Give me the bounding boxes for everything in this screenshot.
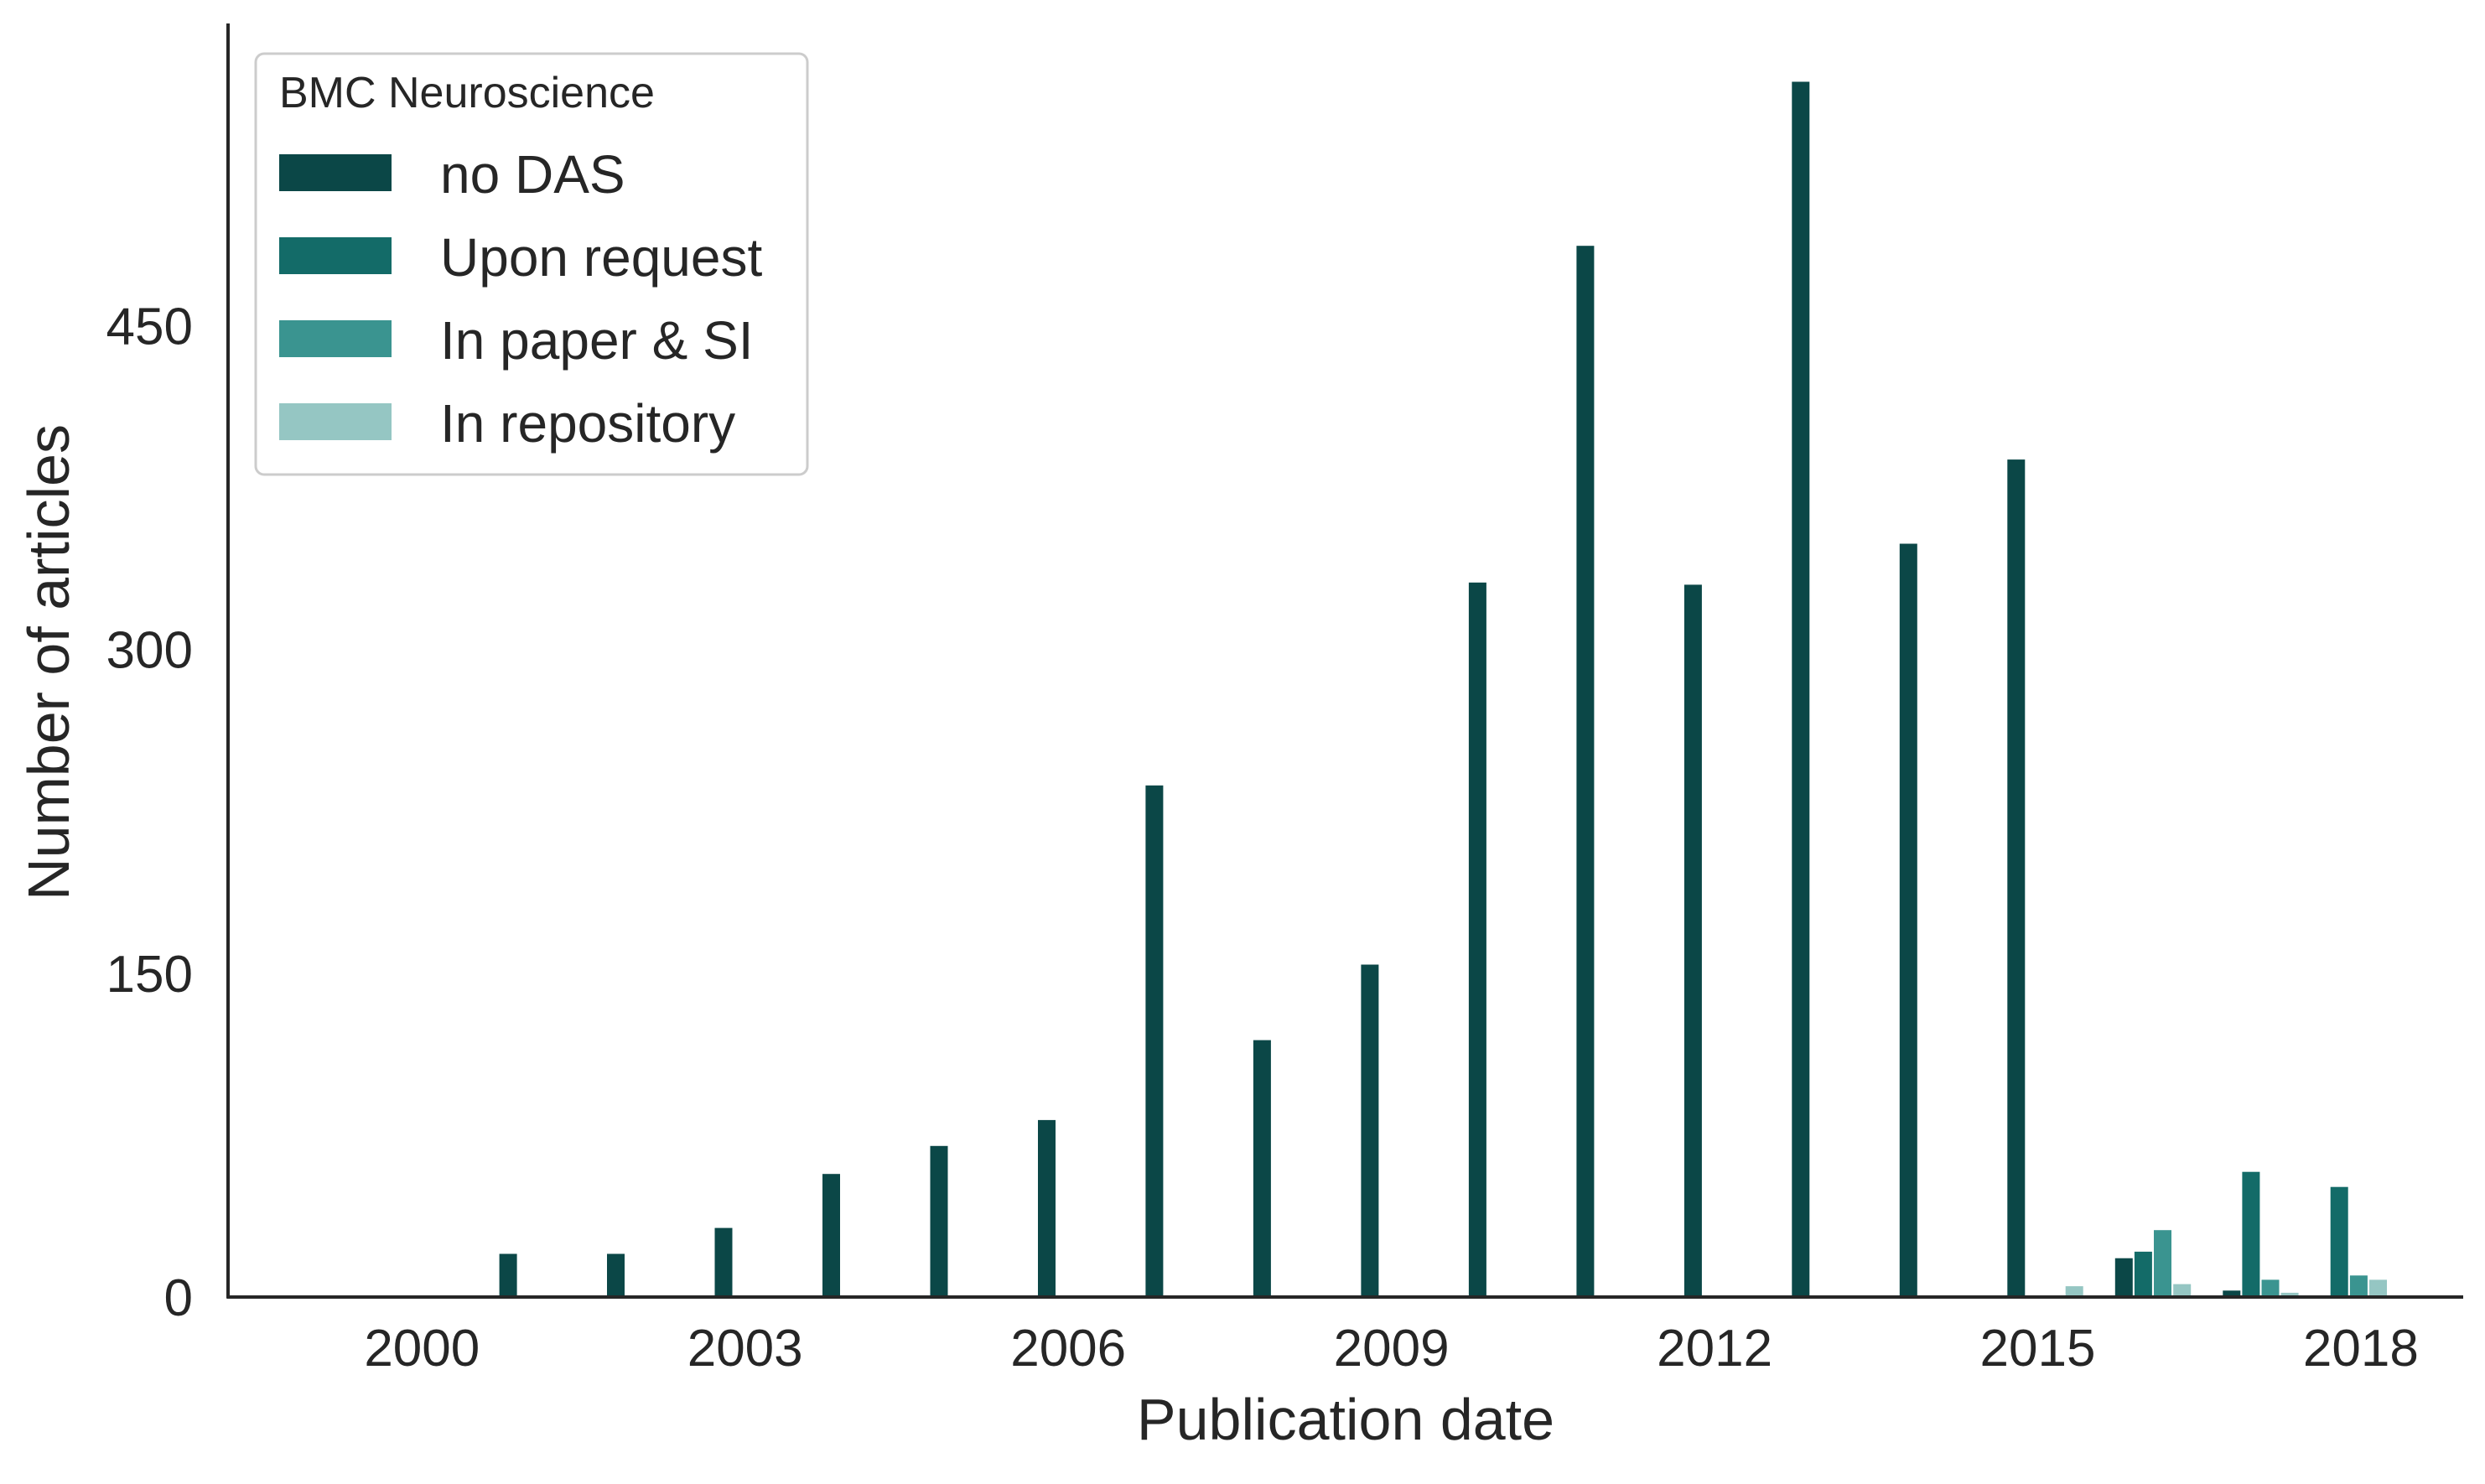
x-tick-label: 2015: [1980, 1320, 2096, 1378]
legend-swatch: [279, 403, 392, 440]
legend: BMC Neuroscience no DAS Upon request In pa…: [254, 52, 809, 476]
bar: [1576, 246, 1595, 1298]
bar: [1038, 1119, 1056, 1297]
y-tick-label: 300: [106, 622, 193, 680]
axes-layer: [226, 23, 2463, 1299]
x-tick-label: 2006: [1010, 1320, 1126, 1378]
bar: [1361, 964, 1379, 1297]
bar: [2114, 1258, 2133, 1297]
bar: [2223, 1290, 2241, 1297]
bar: [2242, 1171, 2260, 1297]
bar: [1145, 785, 1164, 1297]
bar: [607, 1253, 625, 1297]
bar: [2349, 1275, 2368, 1297]
bar: [2154, 1230, 2171, 1297]
bar: [2134, 1251, 2152, 1297]
bar: [2280, 1292, 2299, 1297]
legend-swatch: [279, 320, 392, 357]
legend-title: BMC Neuroscience: [279, 69, 655, 117]
y-tick-label: 0: [164, 1269, 193, 1327]
x-tick-label: 2018: [2303, 1320, 2419, 1378]
x-axis-label: Publication date: [1137, 1387, 1554, 1452]
legend-label: In paper & SI: [440, 310, 754, 371]
bar: [2007, 459, 2026, 1297]
bar: [2065, 1286, 2083, 1297]
bar: [822, 1174, 840, 1297]
legend-label: Upon request: [440, 227, 762, 288]
ticks-layer: 0 150 300 450 2000 2003 2006 2009 2012 2015 2018: [106, 298, 2419, 1378]
bar: [2261, 1279, 2280, 1297]
bars-layer: [499, 81, 2387, 1298]
x-tick-label: 2003: [687, 1320, 803, 1378]
bar: [2369, 1279, 2387, 1297]
legend-swatch: [279, 237, 392, 274]
bar: [930, 1145, 948, 1297]
x-tick-label: 2009: [1334, 1320, 1450, 1378]
legend-label: In repository: [440, 393, 735, 454]
y-axis-label: Number of articles: [16, 424, 81, 900]
bar: [1899, 543, 1917, 1297]
y-tick-label: 150: [106, 946, 193, 1004]
legend-entries: no DAS Upon request In paper & SI In reposi…: [279, 144, 762, 454]
y-tick-label: 450: [106, 298, 193, 355]
legend-frame: [254, 52, 809, 476]
bar: [714, 1227, 733, 1297]
x-tick-label: 2000: [364, 1320, 480, 1378]
x-tick-label: 2012: [1657, 1320, 1772, 1378]
legend-label: no DAS: [440, 144, 625, 205]
bar: [2330, 1186, 2348, 1297]
bar: [1683, 584, 1702, 1297]
bar: [499, 1253, 517, 1297]
bar: [1253, 1040, 1271, 1297]
bar: [2173, 1284, 2192, 1297]
bar: [1468, 582, 1486, 1297]
bar: [1792, 81, 1810, 1297]
legend-swatch: [279, 154, 392, 191]
